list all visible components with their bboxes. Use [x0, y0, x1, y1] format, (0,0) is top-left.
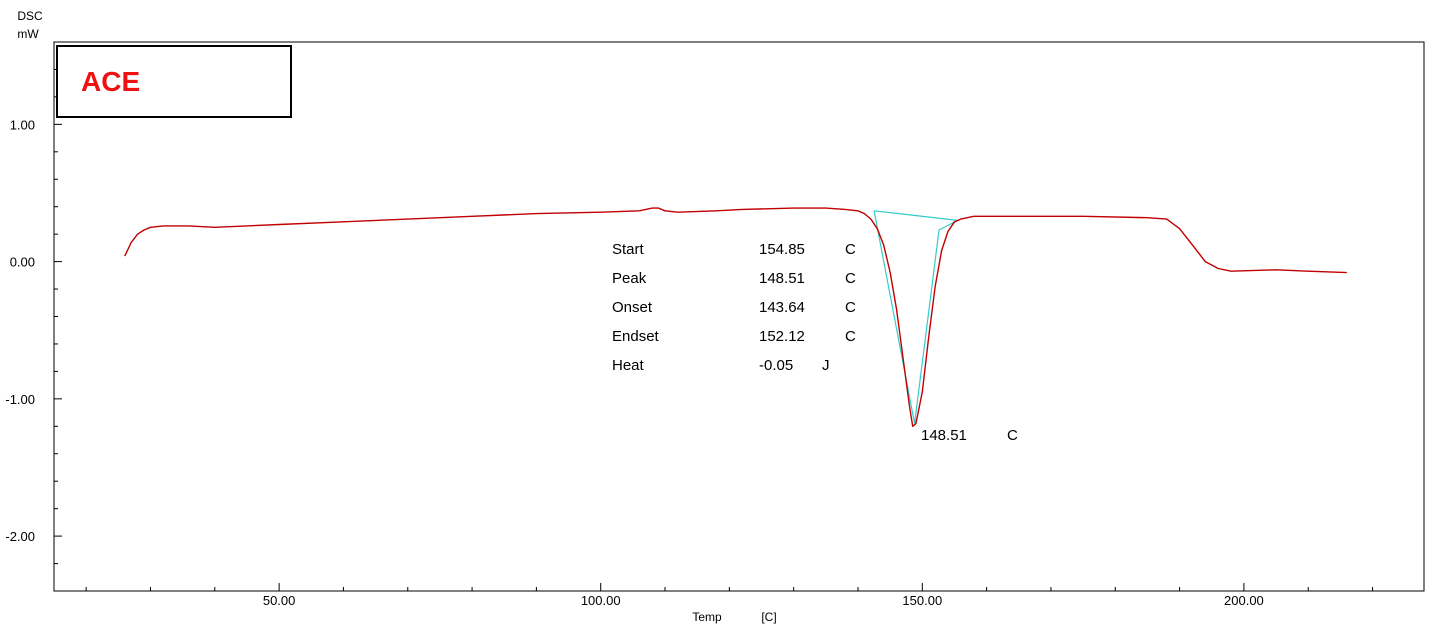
x-axis-title: Temp [692, 610, 722, 624]
result-value: 148.51 [759, 270, 805, 287]
result-label: Peak [612, 270, 647, 287]
plot-frame [53, 41, 1425, 592]
result-unit: J [822, 357, 830, 374]
result-unit: C [845, 241, 856, 258]
result-unit: C [845, 299, 856, 316]
baseline-line [874, 210, 958, 221]
result-unit: C [845, 270, 856, 287]
result-unit: C [845, 328, 856, 345]
result-value: 154.85 [759, 241, 805, 258]
x-tick-label: 50.00 [263, 593, 296, 608]
result-label: Onset [612, 299, 653, 316]
x-tick-label: 150.00 [902, 593, 942, 608]
y-tick-label: -2.00 [5, 529, 35, 544]
result-value: 143.64 [759, 299, 805, 316]
y-axis-unit: mW [17, 27, 39, 41]
peak-annotation-unit: C [1007, 427, 1018, 444]
result-value: -0.05 [759, 357, 793, 374]
peak-analysis-lines [873, 210, 958, 424]
y-axis-title: DSC [17, 9, 43, 23]
y-tick-label: 0.00 [10, 255, 35, 270]
sample-label-box [56, 45, 292, 118]
x-tick-label: 200.00 [1224, 593, 1264, 608]
y-axis-ticks: 1.00 0.00 -1.00 -2.00 [5, 41, 62, 592]
dsc-curve-layer [124, 207, 1347, 427]
sample-label: ACE [81, 66, 140, 97]
result-label: Start [612, 241, 645, 258]
x-axis-ticks: 50.00 100.00 150.00 200.00 [85, 583, 1374, 608]
dsc-curve [124, 207, 1347, 427]
peak-results-table: Start 154.85 C Peak 148.51 C Onset 143.64 C Endse… [612, 241, 856, 374]
endset-tangent-line [914, 219, 958, 424]
result-label: Endset [612, 328, 660, 345]
result-label: Heat [612, 357, 645, 374]
onset-tangent-line [873, 210, 916, 424]
x-tick-label: 100.00 [581, 593, 621, 608]
result-value: 152.12 [759, 328, 805, 345]
x-axis-unit: [C] [761, 610, 776, 624]
peak-annotation-value: 148.51 [921, 427, 967, 444]
y-tick-label: -1.00 [5, 392, 35, 407]
y-tick-label: 1.00 [10, 117, 35, 132]
